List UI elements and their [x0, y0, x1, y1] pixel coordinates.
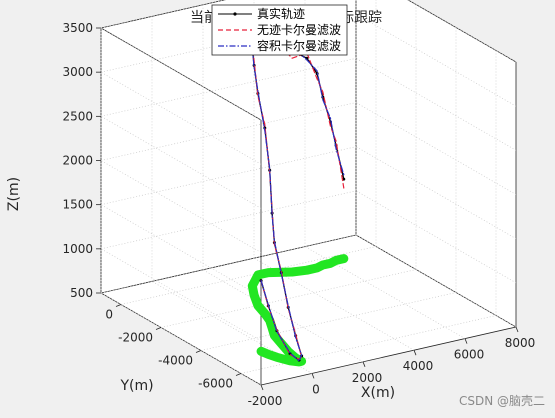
x-tick-label: 2000	[352, 371, 383, 385]
grid-line-z-left	[100, 248, 262, 342]
tick-labels: -2000 0 2000 4000 6000 8000 0 -2000 -4000 -6000 50…	[62, 21, 535, 408]
series-group	[247, 32, 349, 367]
axes-box	[100, 0, 517, 386]
z-axis-label: Z(m)	[6, 177, 22, 211]
y-tick-label: -4000	[158, 354, 193, 368]
x-tick-label: -2000	[248, 394, 283, 408]
z-tick-label: 500	[70, 286, 93, 300]
y-tick-label: -6000	[198, 377, 233, 391]
y-tick-label: 0	[105, 308, 113, 322]
x-tick-label: 0	[312, 382, 320, 396]
z-tick-label: 2000	[62, 154, 93, 168]
x-tick-mark	[311, 373, 315, 379]
grid-line-x-floor	[202, 269, 364, 363]
watermark: CSDN @脑壳二	[459, 394, 545, 408]
z-tick-label: 2500	[62, 109, 93, 123]
z-tick-label: 3000	[62, 65, 93, 79]
y-tick-mark	[155, 327, 162, 330]
grid-line-z-left	[100, 116, 262, 209]
chart-title-right: 标跟踪	[340, 10, 382, 26]
y-tick-mark	[235, 373, 242, 376]
grid	[100, 0, 517, 386]
series-line-2	[251, 32, 345, 362]
grid-line-z-left	[100, 204, 262, 297]
z-tick-label: 1000	[62, 242, 93, 256]
axes-edge	[100, 0, 226, 29]
x-tick-label: 4000	[403, 359, 434, 373]
legend-label-ukf: 无迹卡尔曼滤波	[257, 22, 341, 37]
y-tick-mark	[115, 304, 122, 307]
grid-line-z-left	[100, 71, 262, 165]
axes-edge	[100, 234, 357, 294]
x-tick-mark	[464, 338, 468, 344]
x-tick-mark	[260, 384, 264, 391]
right-wall-pane	[356, 0, 516, 327]
grid-line-z-side	[355, 102, 517, 195]
z-tick-label: 1500	[62, 198, 93, 212]
y-tick-label: -2000	[118, 331, 153, 345]
series-line-1	[251, 33, 345, 360]
trajectory-floor-projection	[247, 254, 349, 367]
grid-line-z-side	[355, 58, 517, 151]
side-wall-pane	[101, 28, 261, 385]
grid-line-z-side	[355, 234, 517, 328]
grid-line-z-side	[355, 190, 517, 284]
legend-swatch-true-marker	[233, 12, 237, 16]
grid-line-z-side	[355, 146, 517, 239]
x-tick-mark	[515, 326, 519, 333]
x-tick-mark	[413, 350, 417, 356]
axes-edge	[260, 326, 517, 386]
chart-title-left: 当前	[190, 9, 218, 26]
grid-line-z-left	[100, 292, 262, 386]
y-tick-mark	[195, 350, 202, 353]
legend-label-true: 真实轨迹	[257, 6, 305, 21]
grid-line-z-left	[100, 160, 262, 253]
grid-line-z-side	[355, 13, 517, 107]
x-tick-label: 8000	[505, 336, 536, 350]
x-tick-label: 6000	[454, 348, 485, 362]
x-tick-mark	[362, 361, 366, 367]
legend-label-ckf: 容积卡尔曼滤波	[257, 38, 341, 53]
grid-line-z-left	[100, 27, 262, 121]
z-tick-label: 3500	[62, 21, 93, 35]
y-axis-label: Y(m)	[119, 378, 153, 394]
legend: 真实轨迹 无迹卡尔曼滤波 容积卡尔曼滤波	[211, 4, 348, 56]
x-axis-label: X(m)	[361, 385, 395, 401]
grid-line-z-side	[407, 0, 517, 63]
